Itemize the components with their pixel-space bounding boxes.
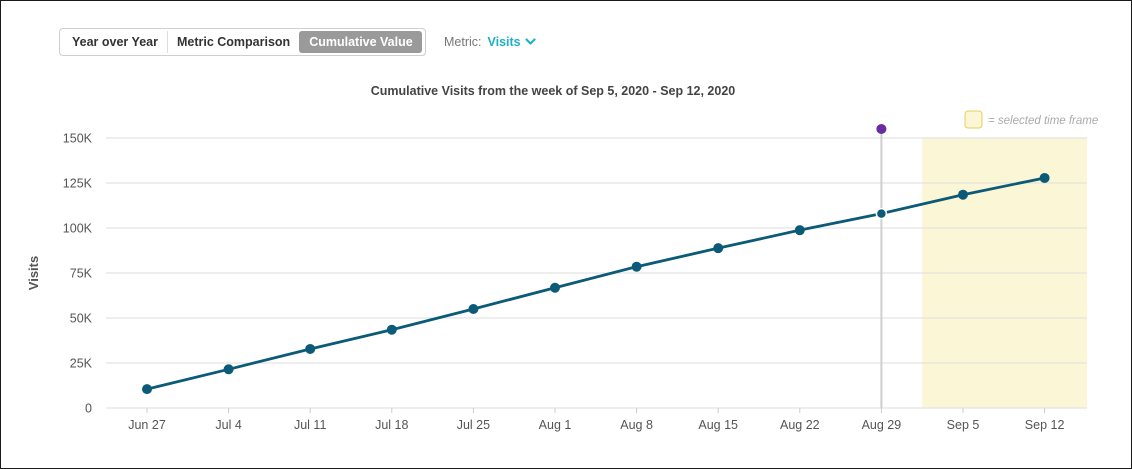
- data-point[interactable]: [142, 384, 152, 395]
- data-point[interactable]: [305, 343, 316, 354]
- metric-selector: Metric: Visits: [444, 35, 536, 49]
- x-tick-label: Jul 18: [375, 418, 408, 432]
- x-tick-label: Aug 1: [539, 418, 572, 432]
- y-tick-label: 75K: [70, 267, 93, 281]
- data-point[interactable]: [958, 189, 968, 200]
- data-point[interactable]: [550, 282, 560, 293]
- tab-cumulative-value[interactable]: Cumulative Value: [299, 31, 422, 53]
- y-tick-label: 0: [85, 402, 92, 416]
- y-tick-label: 25K: [70, 357, 93, 371]
- chart-title: Cumulative Visits from the week of Sep 5…: [371, 84, 736, 98]
- x-tick-label: Jul 25: [457, 418, 490, 432]
- data-point[interactable]: [794, 225, 805, 236]
- x-tick-label: Jul 11: [294, 418, 326, 432]
- hover-marker: [876, 124, 887, 134]
- x-tick-label: Aug 15: [698, 418, 738, 432]
- y-axis-label: Visits: [26, 256, 41, 290]
- y-tick-label: 50K: [70, 312, 93, 326]
- data-point[interactable]: [386, 324, 397, 335]
- data-point[interactable]: [875, 207, 888, 220]
- data-point[interactable]: [713, 243, 724, 254]
- view-mode-toggle: Year over Year Metric Comparison Cumulat…: [59, 28, 426, 56]
- tab-year-over-year[interactable]: Year over Year: [72, 35, 158, 49]
- y-tick-label: 100K: [63, 222, 93, 236]
- series-line-visits: [146, 176, 1045, 391]
- data-point[interactable]: [1039, 172, 1050, 183]
- x-tick-label: Aug 8: [620, 418, 653, 432]
- data-point[interactable]: [631, 261, 642, 272]
- x-tick-label: Jul 4: [215, 418, 241, 432]
- x-tick-label: Aug 29: [862, 418, 902, 432]
- metric-dropdown[interactable]: Visits: [487, 35, 521, 49]
- x-tick-label: Sep 5: [947, 418, 980, 432]
- metric-label: Metric:: [444, 35, 482, 49]
- x-tick-label: Sep 12: [1025, 418, 1065, 432]
- data-point[interactable]: [223, 364, 234, 375]
- y-tick-label: 125K: [63, 177, 93, 191]
- x-tick-label: Jun 27: [128, 418, 166, 432]
- data-point[interactable]: [468, 304, 479, 314]
- legend-text: = selected time frame: [988, 115, 1098, 127]
- chevron-down-icon[interactable]: [525, 35, 536, 49]
- y-tick-label: 150K: [63, 132, 93, 146]
- x-tick-label: Aug 22: [780, 418, 820, 432]
- legend-swatch: [964, 110, 983, 129]
- tab-metric-comparison[interactable]: Metric Comparison: [166, 31, 299, 53]
